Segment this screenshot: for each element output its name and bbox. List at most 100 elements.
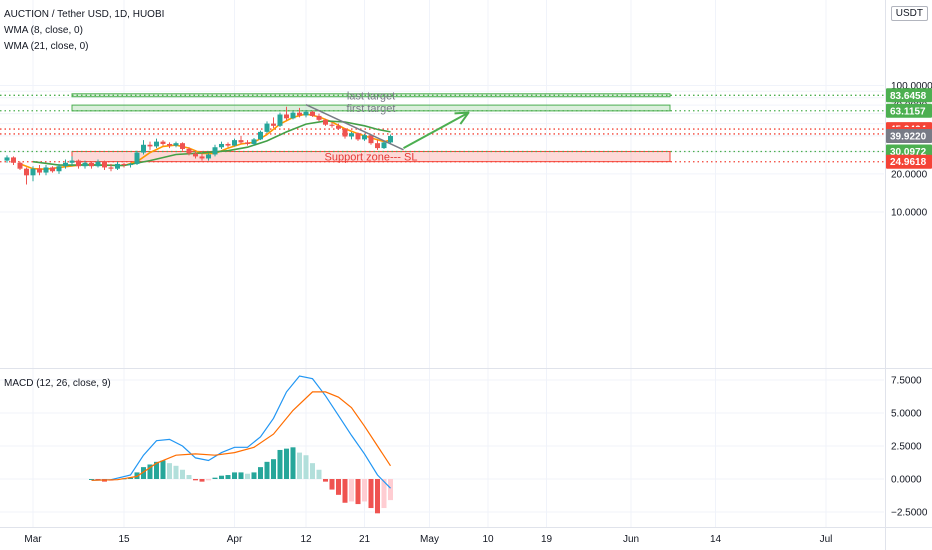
macd-tick-label: 2.5000 bbox=[891, 442, 922, 453]
candle-body bbox=[167, 143, 172, 146]
macd-histogram-bar bbox=[173, 465, 179, 479]
price-axis: 1100.000090.000080.000070.000060.000020.… bbox=[886, 10, 932, 219]
candle-body bbox=[342, 128, 348, 137]
candle-body bbox=[180, 143, 185, 149]
macd-histogram-bar bbox=[316, 469, 322, 479]
candle-body bbox=[251, 139, 257, 144]
candle-body bbox=[69, 160, 75, 163]
candle-body bbox=[277, 114, 283, 126]
macd-histogram-bar bbox=[264, 461, 270, 479]
wma21-legend: WMA (21, close, 0) bbox=[4, 41, 89, 52]
macd-legend: MACD (12, 26, close, 9) bbox=[4, 378, 111, 389]
price-level-label: 83.6458 bbox=[890, 91, 927, 102]
candle-body bbox=[336, 125, 341, 129]
candle-body bbox=[24, 168, 29, 176]
macd-histogram-bar bbox=[284, 448, 289, 479]
candle-body bbox=[316, 115, 322, 120]
macd-histogram-bar bbox=[180, 469, 185, 479]
candle-body bbox=[303, 111, 309, 116]
macd-histogram-bar bbox=[310, 463, 315, 479]
candle-body bbox=[17, 162, 23, 169]
arrow-shaft bbox=[403, 111, 469, 149]
symbol-title: AUCTION / Tether USD, 1D, HUOBI bbox=[4, 9, 165, 20]
time-tick-label: 15 bbox=[118, 534, 130, 545]
candle-body bbox=[355, 133, 361, 140]
price-level-tag bbox=[886, 128, 932, 143]
candle-body bbox=[147, 144, 153, 147]
macd-histogram-bar bbox=[251, 472, 257, 479]
zone-box bbox=[71, 104, 671, 112]
time-tick-label: Jul bbox=[820, 534, 833, 545]
price-level-label: 24.9618 bbox=[890, 157, 927, 168]
macd-histogram bbox=[89, 447, 393, 514]
candle-body bbox=[362, 135, 367, 140]
candle-body bbox=[30, 168, 36, 176]
price-level-label: 39.9220 bbox=[890, 131, 927, 142]
wma8-legend: WMA (8, close, 0) bbox=[4, 25, 83, 36]
macd-tick-label: 0.0000 bbox=[891, 475, 922, 486]
macd-histogram-bar bbox=[381, 479, 387, 509]
macd-histogram-bar bbox=[375, 479, 380, 514]
candle-body bbox=[271, 123, 276, 126]
candles bbox=[4, 106, 393, 185]
macd-histogram-bar bbox=[199, 479, 205, 482]
grid bbox=[0, 0, 884, 527]
candle-body bbox=[193, 153, 198, 157]
macd-histogram-bar bbox=[290, 447, 296, 479]
macd-histogram-bar bbox=[238, 472, 244, 479]
candle-body bbox=[154, 141, 159, 147]
candle-body bbox=[37, 168, 42, 173]
macd-histogram-bar bbox=[336, 479, 341, 495]
time-tick-label: Jun bbox=[623, 534, 639, 545]
price-level-label: 30.0972 bbox=[890, 147, 927, 158]
candle-body bbox=[108, 167, 114, 169]
macd-tick-label: −2.5000 bbox=[891, 508, 928, 519]
macd-histogram-bar bbox=[277, 449, 283, 479]
candle-body bbox=[186, 148, 192, 154]
macd-histogram-bar bbox=[147, 464, 153, 479]
candle-body bbox=[4, 157, 10, 161]
macd-histogram-bar bbox=[219, 475, 224, 479]
candle-body bbox=[264, 123, 270, 132]
candle-body bbox=[381, 142, 387, 149]
time-tick-label: 14 bbox=[710, 534, 722, 545]
macd-histogram-bar bbox=[362, 479, 367, 502]
candle-body bbox=[258, 131, 263, 140]
macd-histogram-bar bbox=[225, 475, 231, 479]
price-tick-label: 10.0000 bbox=[891, 208, 928, 219]
candle-body bbox=[225, 143, 231, 146]
macd-histogram-bar bbox=[206, 479, 211, 481]
zone-label: first target bbox=[347, 103, 396, 115]
price-level-label: 63.1157 bbox=[890, 106, 926, 117]
candle-body bbox=[199, 156, 205, 159]
time-tick-label: 19 bbox=[541, 534, 553, 545]
price-tick-label: 20.0000 bbox=[891, 169, 928, 180]
candle-body bbox=[56, 166, 62, 172]
candle-body bbox=[375, 143, 380, 149]
macd-tick-label: 7.5000 bbox=[891, 376, 922, 387]
price-tick-label: 100.0000 bbox=[891, 81, 932, 92]
candle-body bbox=[63, 162, 68, 167]
macd-line bbox=[91, 375, 391, 489]
macd-histogram-bar bbox=[160, 460, 166, 479]
time-tick-label: May bbox=[420, 534, 439, 545]
macd-histogram-bar bbox=[141, 467, 146, 479]
time-axis: Mar 15 Apr 12 21 May 10 19 Jun 14 Jul bbox=[24, 534, 832, 545]
macd-histogram-bar bbox=[388, 479, 393, 501]
macd-histogram-bar bbox=[186, 475, 192, 479]
macd-histogram-bar bbox=[89, 479, 94, 480]
wma-line bbox=[32, 120, 391, 167]
candle-body bbox=[219, 143, 224, 148]
macd-histogram-bar bbox=[245, 473, 250, 479]
macd-histogram-bar bbox=[329, 479, 335, 490]
candle-body bbox=[11, 157, 16, 163]
currency-badge[interactable]: USDT bbox=[890, 6, 928, 21]
trendline bbox=[305, 104, 404, 151]
candle-body bbox=[290, 112, 296, 119]
candle-body bbox=[232, 140, 237, 146]
levels bbox=[0, 94, 884, 163]
candle-body bbox=[134, 152, 140, 164]
candle-body bbox=[89, 162, 94, 167]
macd-histogram-bar bbox=[342, 479, 348, 503]
